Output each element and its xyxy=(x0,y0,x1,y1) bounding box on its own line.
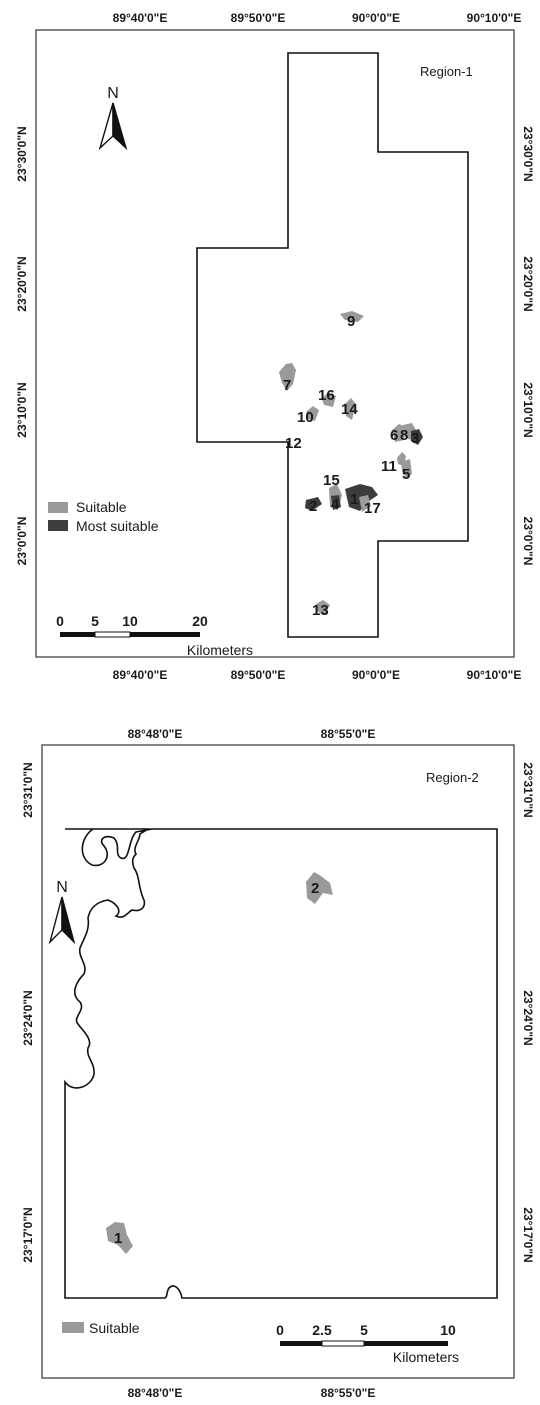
region-2-map: 88°48'0"E 88°55'0"E 88°48'0"E 88°55'0"E … xyxy=(21,727,535,1400)
region-2-frame xyxy=(41,744,515,1379)
site-label-15: 15 xyxy=(323,472,340,489)
r1-scale-unit: Kilometers xyxy=(187,642,253,658)
r2-left-tick-1: 23°31'0"N xyxy=(21,762,35,817)
r1-north-label: N xyxy=(107,85,119,102)
r2-site-label-1: 1 xyxy=(114,1230,122,1247)
site-label-6: 6 xyxy=(390,427,398,444)
legend-most-suitable-label: Most suitable xyxy=(76,518,159,534)
r2-north-label: N xyxy=(56,879,68,896)
r1-top-tick-2: 89°50'0"E xyxy=(231,11,286,25)
region-2-legend: Suitable xyxy=(62,1320,140,1336)
site-label-3: 3 xyxy=(411,430,419,447)
legend-suitable-swatch xyxy=(48,502,68,513)
site-7-patch xyxy=(279,363,296,391)
site-5-patch xyxy=(401,459,412,478)
r1-scale-5: 5 xyxy=(91,613,99,629)
site-13-patch xyxy=(316,600,330,614)
r1-bottom-tick-3: 90°0'0"E xyxy=(352,668,400,682)
site-4-patch xyxy=(331,495,341,510)
site-14-patch xyxy=(344,398,356,420)
r1-right-tick-3: 23°10'0"N xyxy=(521,382,535,437)
region-1-site-labels: 9 7 16 14 10 6 8 3 12 11 5 15 2 4 1 17 1… xyxy=(283,313,419,619)
r2-legend-suitable-label: Suitable xyxy=(89,1320,140,1336)
site-2-patch xyxy=(305,497,322,511)
site-label-13: 13 xyxy=(312,602,329,619)
site-label-9: 9 xyxy=(347,313,355,330)
r1-top-tick-3: 90°0'0"E xyxy=(352,11,400,25)
r2-left-tick-3: 23°17'0"N xyxy=(21,1207,35,1262)
site-label-12: 12 xyxy=(285,435,302,452)
r2-scale-unit: Kilometers xyxy=(393,1349,459,1365)
site-label-16: 16 xyxy=(318,387,335,404)
r2-bottom-tick-2: 88°55'0"E xyxy=(321,1386,376,1400)
r2-right-tick-1: 23°31'0"N xyxy=(521,762,535,817)
site-8-patch xyxy=(403,423,416,440)
site-label-10: 10 xyxy=(297,409,314,426)
r1-bottom-tick-1: 89°40'0"E xyxy=(113,668,168,682)
r1-left-tick-3: 23°10'0"N xyxy=(15,382,29,437)
r2-left-tick-2: 23°24'0"N xyxy=(21,990,35,1045)
site-16-patch xyxy=(322,392,336,407)
legend-suitable-label: Suitable xyxy=(76,499,127,515)
r2-site-label-2: 2 xyxy=(311,880,319,897)
region-1-sites xyxy=(279,311,423,614)
region-1-map: 89°40'0"E 89°50'0"E 90°0'0"E 90°10'0"E 8… xyxy=(15,11,535,682)
north-arrow-icon: N xyxy=(48,879,76,945)
legend-most-suitable-swatch xyxy=(48,520,68,531)
r2-scale-2-5: 2.5 xyxy=(312,1322,332,1338)
r2-scale-5: 5 xyxy=(360,1322,368,1338)
site-label-1: 1 xyxy=(350,491,358,508)
r2-right-tick-3: 23°17'0"N xyxy=(521,1207,535,1262)
site-10-patch xyxy=(306,406,319,421)
region-1-legend: Suitable Most suitable xyxy=(48,499,159,534)
site-label-4: 4 xyxy=(331,496,340,513)
r2-right-tick-2: 23°24'0"N xyxy=(521,990,535,1045)
site-9-patch xyxy=(340,311,364,322)
site-label-2: 2 xyxy=(309,498,317,515)
r1-right-tick-4: 23°0'0"N xyxy=(521,517,535,566)
site-label-7: 7 xyxy=(283,377,291,394)
r1-top-tick-1: 89°40'0"E xyxy=(113,11,168,25)
region-2-boundary xyxy=(64,828,498,1299)
r1-scale-20: 20 xyxy=(192,613,208,629)
r2-top-tick-2: 88°55'0"E xyxy=(321,727,376,741)
region-1-scale-bar: 0 5 10 20 Kilometers xyxy=(56,613,253,658)
r1-left-tick-1: 23°30'0"N xyxy=(15,126,29,181)
site-1-patch xyxy=(106,1222,133,1254)
site-17-patch xyxy=(359,495,371,512)
r2-bottom-tick-1: 88°48'0"E xyxy=(128,1386,183,1400)
r2-scale-10: 10 xyxy=(440,1322,456,1338)
site-label-17: 17 xyxy=(364,500,381,517)
site-2-patch xyxy=(306,872,333,904)
region-1-boundary xyxy=(196,52,469,638)
region-1-title: Region-1 xyxy=(420,64,473,79)
legend-suitable-swatch xyxy=(62,1322,84,1333)
site-label-8: 8 xyxy=(400,427,408,444)
site-6-patch xyxy=(392,424,406,442)
site-label-11: 11 xyxy=(381,458,397,475)
r1-right-tick-2: 23°20'0"N xyxy=(521,256,535,311)
r1-left-tick-4: 23°0'0"N xyxy=(15,517,29,566)
r1-bottom-tick-2: 89°50'0"E xyxy=(231,668,286,682)
r1-scale-10: 10 xyxy=(122,613,138,629)
r1-bottom-tick-4: 90°10'0"E xyxy=(467,668,522,682)
north-arrow-icon: N xyxy=(98,85,128,151)
region-2-scale-bar: 0 2.5 5 10 Kilometers xyxy=(276,1322,459,1365)
r1-left-tick-2: 23°20'0"N xyxy=(15,256,29,311)
r2-scale-0: 0 xyxy=(276,1322,284,1338)
region-2-title: Region-2 xyxy=(426,770,479,785)
r2-top-tick-1: 88°48'0"E xyxy=(128,727,183,741)
site-label-5: 5 xyxy=(402,466,410,483)
r1-scale-0: 0 xyxy=(56,613,64,629)
r1-top-tick-4: 90°10'0"E xyxy=(467,11,522,25)
site-3-patch xyxy=(411,429,423,445)
site-label-14: 14 xyxy=(341,401,358,418)
r1-right-tick-1: 23°30'0"N xyxy=(521,126,535,181)
